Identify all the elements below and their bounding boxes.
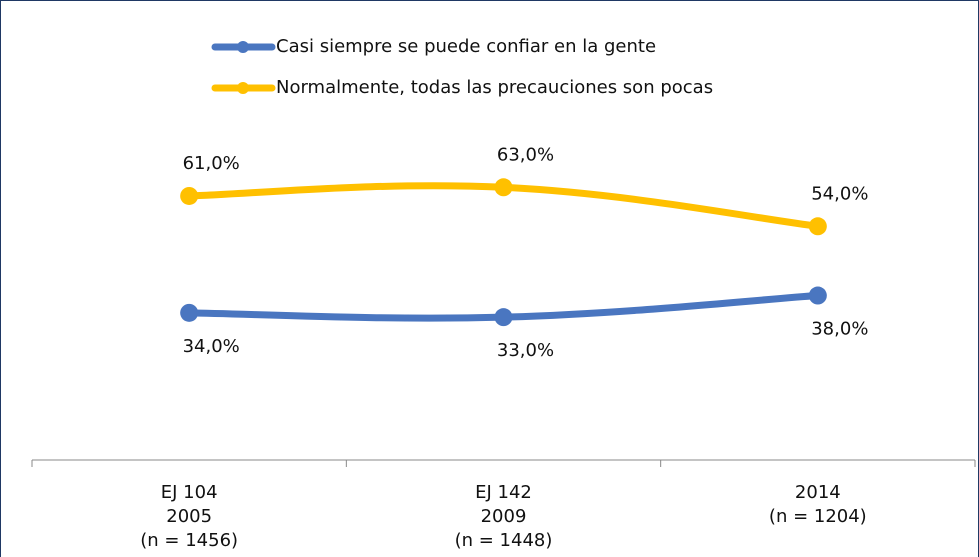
point-marker <box>180 186 199 205</box>
point-marker <box>494 178 513 197</box>
data-label: 54,0% <box>811 183 868 204</box>
data-label: 63,0% <box>497 144 554 165</box>
x-tick-label: 2009 <box>481 506 527 527</box>
x-tick-label: (n = 1456) <box>140 530 238 551</box>
x-tick-label: 2014 <box>795 482 841 503</box>
point-marker <box>808 286 827 305</box>
data-label: 38,0% <box>811 319 868 340</box>
data-label: 61,0% <box>183 153 240 174</box>
point-marker <box>808 217 827 236</box>
legend-label: Casi siempre se puede confiar en la gent… <box>276 36 656 57</box>
x-tick-label: EJ 104 <box>161 482 218 503</box>
x-tick-label: EJ 142 <box>475 482 532 503</box>
data-label: 33,0% <box>497 340 554 361</box>
point-marker <box>494 308 513 327</box>
x-tick-label: (n = 1448) <box>455 530 553 551</box>
x-tick-label: (n = 1204) <box>769 506 867 527</box>
legend-marker <box>237 41 249 53</box>
point-marker <box>180 303 199 322</box>
data-label: 34,0% <box>183 336 240 357</box>
x-tick-label: 2005 <box>166 506 212 527</box>
legend-label: Normalmente, todas las precauciones son … <box>276 77 713 98</box>
legend-marker <box>237 82 249 94</box>
